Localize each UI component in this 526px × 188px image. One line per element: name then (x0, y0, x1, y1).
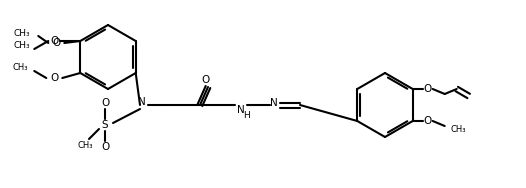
Text: CH₃: CH₃ (451, 124, 466, 133)
Text: O: O (52, 38, 60, 48)
Text: O: O (423, 116, 432, 126)
Text: N: N (237, 105, 245, 115)
Text: O: O (101, 98, 109, 108)
Text: CH₃: CH₃ (77, 140, 93, 149)
Text: S: S (102, 120, 108, 130)
Text: O: O (101, 142, 109, 152)
Text: CH₃: CH₃ (13, 64, 28, 73)
Text: O: O (50, 73, 58, 83)
Text: CH₃: CH₃ (14, 42, 31, 51)
Text: H: H (242, 111, 249, 120)
Text: O: O (202, 75, 210, 85)
Text: O: O (50, 36, 58, 46)
Text: CH₃: CH₃ (14, 29, 31, 37)
Text: O: O (423, 84, 432, 94)
Text: N: N (270, 98, 278, 108)
Text: N: N (138, 97, 146, 107)
